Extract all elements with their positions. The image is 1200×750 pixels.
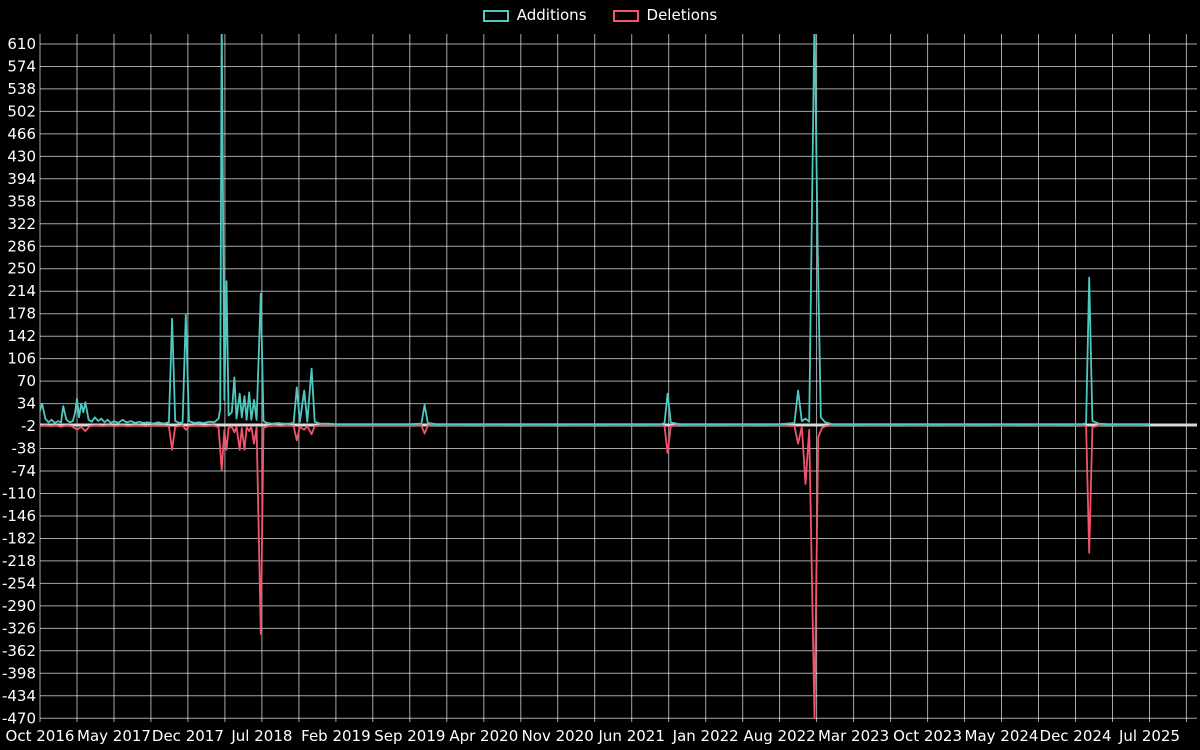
svg-text:-326: -326 [2, 619, 36, 637]
svg-text:142: 142 [7, 327, 36, 345]
svg-text:Oct 2023: Oct 2023 [893, 727, 962, 745]
svg-text:70: 70 [17, 372, 36, 390]
svg-text:-182: -182 [2, 530, 36, 548]
chart-legend: Additions Deletions [0, 8, 1200, 23]
svg-text:106: 106 [7, 350, 36, 368]
svg-text:-470: -470 [2, 709, 36, 727]
svg-text:-110: -110 [2, 485, 36, 503]
svg-text:Dec 2024: Dec 2024 [1040, 727, 1112, 745]
svg-text:Jul 2025: Jul 2025 [1118, 727, 1180, 745]
svg-text:286: 286 [7, 237, 36, 255]
svg-text:430: 430 [7, 147, 36, 165]
svg-text:394: 394 [7, 170, 36, 188]
svg-text:Jul 2018: Jul 2018 [230, 727, 292, 745]
legend-item-additions[interactable]: Additions [482, 6, 587, 24]
svg-text:Aug 2022: Aug 2022 [743, 727, 815, 745]
svg-text:-434: -434 [2, 687, 36, 705]
svg-text:502: 502 [7, 102, 36, 120]
svg-text:-146: -146 [2, 507, 36, 525]
additions-legend-swatch-icon [482, 9, 509, 22]
svg-text:-362: -362 [2, 642, 36, 660]
svg-text:Jun 2021: Jun 2021 [598, 727, 665, 745]
svg-text:-218: -218 [2, 552, 36, 570]
svg-text:214: 214 [7, 282, 36, 300]
svg-text:Sep 2019: Sep 2019 [374, 727, 445, 745]
svg-text:358: 358 [7, 192, 36, 210]
svg-text:Feb 2019: Feb 2019 [301, 727, 371, 745]
svg-text:Jan 2022: Jan 2022 [672, 727, 739, 745]
legend-item-deletions[interactable]: Deletions [612, 6, 718, 24]
svg-text:178: 178 [7, 305, 36, 323]
svg-text:May 2017: May 2017 [77, 727, 151, 745]
svg-text:610: 610 [7, 35, 36, 53]
svg-text:574: 574 [7, 58, 36, 76]
svg-text:34: 34 [17, 395, 36, 413]
deletions-legend-swatch-icon [612, 9, 639, 22]
svg-text:Nov 2020: Nov 2020 [522, 727, 594, 745]
svg-text:466: 466 [7, 125, 36, 143]
svg-text:322: 322 [7, 215, 36, 233]
svg-text:538: 538 [7, 80, 36, 98]
deletions-legend-label: Deletions [646, 6, 718, 24]
svg-text:250: 250 [7, 260, 36, 278]
svg-text:Mar 2023: Mar 2023 [818, 727, 889, 745]
svg-text:-398: -398 [2, 664, 36, 682]
additions-legend-label: Additions [516, 6, 587, 24]
svg-text:-38: -38 [12, 440, 37, 458]
svg-text:-2: -2 [21, 417, 36, 435]
svg-text:-74: -74 [12, 462, 37, 480]
svg-text:-290: -290 [2, 597, 36, 615]
svg-text:May 2024: May 2024 [965, 727, 1039, 745]
svg-text:-254: -254 [2, 574, 36, 592]
svg-text:Oct 2016: Oct 2016 [6, 727, 75, 745]
svg-text:Apr 2020: Apr 2020 [449, 727, 518, 745]
svg-text:Dec 2017: Dec 2017 [152, 727, 224, 745]
